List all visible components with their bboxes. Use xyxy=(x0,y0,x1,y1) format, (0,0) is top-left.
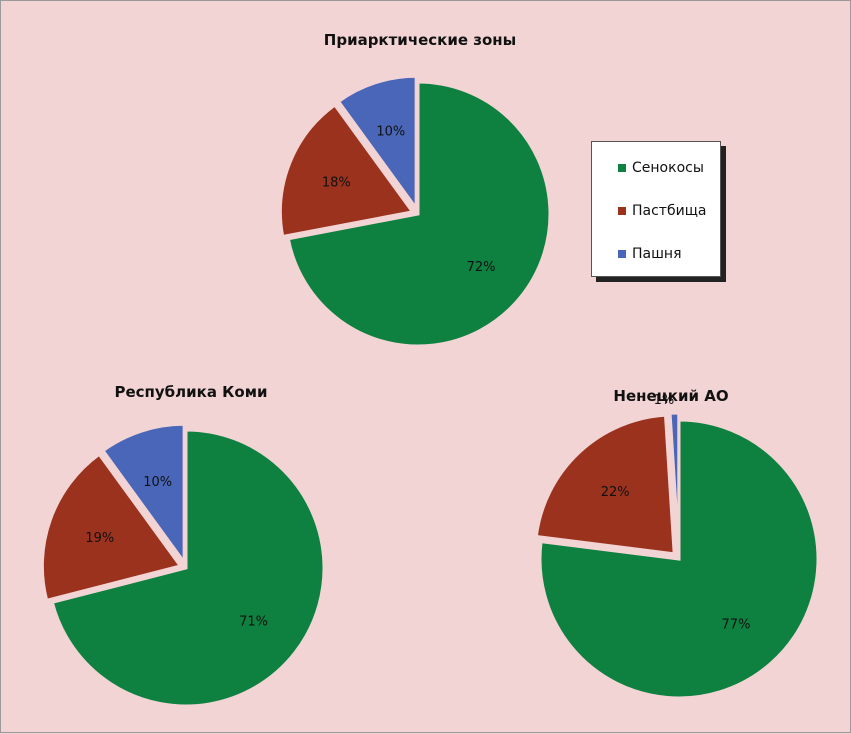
chart-title-arctic: Приарктические зоны xyxy=(323,31,517,49)
slice-label-nenets-pasture: 22% xyxy=(601,485,630,500)
pie-slice-arctic-arable xyxy=(336,74,418,213)
slice-label-nenets-hay: 77% xyxy=(722,618,751,633)
pie-slice-komi-arable xyxy=(100,422,186,567)
slice-label-komi-pasture: 19% xyxy=(85,531,114,546)
legend-item-pasture: Пастбища xyxy=(618,203,706,219)
slice-label-komi-hay: 71% xyxy=(239,614,268,629)
legend-label-arable: Пашня xyxy=(632,246,682,262)
pie-slice-arctic-pasture xyxy=(278,102,416,239)
legend: Сенокосы Пастбища Пашня xyxy=(591,141,721,277)
slice-label-arctic-pasture: 18% xyxy=(322,176,351,191)
slice-label-arctic-arable: 10% xyxy=(376,124,405,139)
slice-label-arctic-hay: 72% xyxy=(467,260,496,275)
legend-item-arable: Пашня xyxy=(618,246,682,262)
chart-title-nenets: Ненецкий АО xyxy=(613,387,729,405)
chart-title-komi: Республика Коми xyxy=(114,383,268,401)
pie-slice-nenets-hay xyxy=(538,418,820,700)
pie-slice-arctic-hay xyxy=(286,80,552,348)
legend-swatch-arable xyxy=(618,250,626,258)
pie-slice-komi-pasture xyxy=(40,452,183,603)
legend-swatch-hay xyxy=(618,164,626,172)
pie-slice-komi-hay xyxy=(50,428,326,708)
legend-item-hay: Сенокосы xyxy=(618,160,704,176)
pie-slice-nenets-pasture xyxy=(534,413,676,556)
legend-swatch-pasture xyxy=(618,207,626,215)
legend-label-hay: Сенокосы xyxy=(632,160,704,176)
legend-label-pasture: Пастбища xyxy=(632,203,707,219)
slice-label-nenets-arable: 1% xyxy=(654,393,675,408)
slice-label-komi-arable: 10% xyxy=(143,475,172,490)
pie-slice-nenets-arable xyxy=(668,411,681,553)
